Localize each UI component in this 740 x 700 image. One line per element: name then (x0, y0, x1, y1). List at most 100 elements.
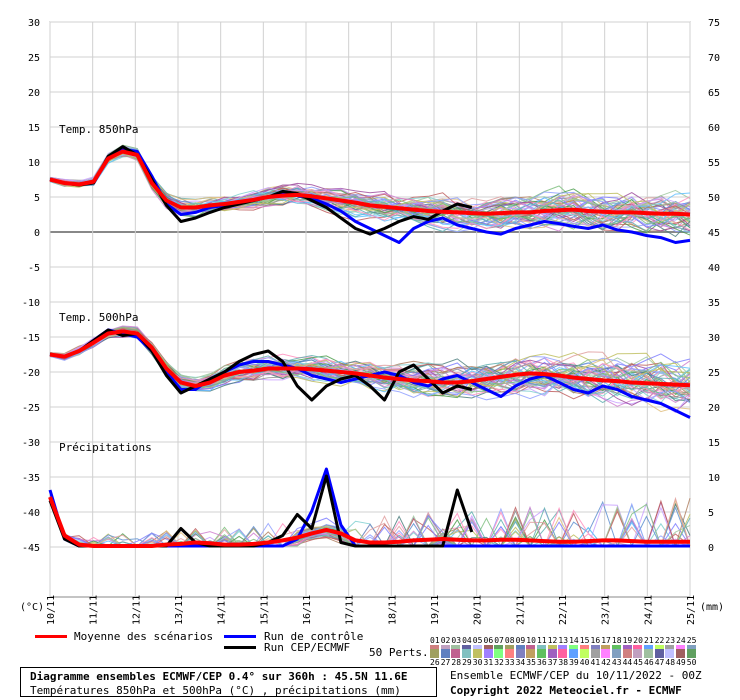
pert-color-swatch (611, 649, 621, 658)
pert-number: 37 (547, 658, 558, 667)
pert-number: 46 (644, 658, 654, 667)
vertical-gridlines (49, 22, 691, 597)
left-axis-ticks: 30 25 20 15 10 5 0 -5 -10 -15 -20 -25 -30 -35 -40 -45 (22, 18, 40, 554)
right-tick-label: 45 (708, 228, 720, 239)
pert-number: 50 (686, 658, 697, 667)
series-line-1-0 (49, 329, 691, 388)
pert-number: 11 (537, 636, 547, 645)
pert-color-swatch (472, 649, 482, 658)
x-tick-label: 21/11 (515, 595, 526, 625)
diagram-subtitle: Températures 850hPa et 500hPa (°C) , pré… (30, 684, 401, 697)
left-tick-label: 30 (28, 18, 40, 29)
legend-mean-swatch (35, 635, 67, 638)
pert-color-swatch (451, 649, 461, 658)
right-tick-label: 15 (708, 438, 720, 449)
x-tick-label: 17/11 (345, 595, 356, 625)
legend-mean-label: Moyenne des scénarios (74, 630, 214, 643)
pert-number: 21 (644, 636, 654, 645)
pert-color-swatch (440, 649, 450, 658)
pert-number: 04 (462, 636, 472, 645)
pert-number: 28 (451, 658, 462, 667)
pert-number: 03 (451, 636, 462, 645)
x-tick-label: 24/11 (643, 595, 654, 625)
left-tick-label: 5 (34, 193, 40, 204)
pert-color-swatch (633, 649, 643, 658)
pert-number: 10 (526, 636, 536, 645)
ensemble-member-line (49, 155, 691, 221)
ensemble-member-line (49, 329, 691, 400)
x-tick-label: 23/11 (601, 595, 612, 625)
pert-color-swatch (676, 649, 686, 658)
x-tick-label: 25/11 (686, 595, 697, 625)
info-box: Diagramme ensembles ECMWF/CEP 0.4° sur 3… (20, 667, 437, 697)
pert-color-swatch (547, 649, 557, 658)
pert-number: 17 (601, 636, 611, 645)
pert-number: 14 (569, 636, 579, 645)
pert-color-swatch (483, 649, 493, 658)
ensemble-member-line (49, 498, 690, 547)
series-line-1-2 (49, 328, 473, 402)
left-tick-label: -45 (22, 543, 40, 554)
left-tick-label: -15 (22, 333, 40, 344)
x-tick-label: 15/11 (259, 595, 270, 625)
pert-color-swatch (601, 649, 611, 658)
right-tick-label: 75 (708, 18, 720, 29)
pert-color-swatch (494, 649, 504, 658)
pert-color-swatch (515, 649, 525, 658)
diagram-title: Diagramme ensembles ECMWF/CEP 0.4° sur 3… (30, 670, 408, 683)
pert-number: 16 (590, 636, 601, 645)
pert-number: 42 (601, 658, 611, 667)
x-tick-label: 20/11 (473, 595, 484, 625)
pert-number: 05 (472, 636, 483, 645)
pert-number: 12 (547, 636, 558, 645)
pert-color-swatch (462, 649, 472, 658)
x-tick-label: 13/11 (174, 595, 185, 625)
pert-number: 35 (526, 658, 536, 667)
legend-control-label: Run de contrôle (264, 630, 364, 643)
right-tick-label: 35 (708, 298, 720, 309)
pert-number: 40 (579, 658, 590, 667)
pert-number: 09 (515, 636, 526, 645)
x-tick-label: 16/11 (302, 595, 313, 625)
pert-number: 44 (622, 658, 633, 667)
pert-color-swatch (558, 649, 568, 658)
right-tick-label: 40 (708, 263, 720, 274)
left-tick-label: 0 (34, 228, 40, 239)
pert-number: 33 (504, 658, 515, 667)
series-line-2-0 (48, 496, 690, 548)
pert-color-swatch (569, 649, 579, 658)
right-tick-label: 5 (708, 508, 714, 519)
pert-color-swatch (526, 649, 536, 658)
pert-color-swatch (622, 649, 632, 658)
pert-color-swatch (686, 649, 696, 658)
left-tick-label: 20 (28, 88, 40, 99)
right-tick-label: 60 (708, 123, 720, 134)
pert-number: 22 (654, 636, 665, 645)
legend-cep-swatch (224, 646, 256, 649)
left-tick-label: -25 (22, 403, 40, 414)
pert-number: 29 (462, 658, 472, 667)
pert-number: 02 (440, 636, 451, 645)
pert-color-swatch (504, 649, 514, 658)
x-tick-label: 11/11 (89, 595, 100, 625)
left-tick-label: -5 (28, 263, 40, 274)
right-tick-label: 10 (708, 473, 720, 484)
pert-color-swatch (644, 649, 653, 658)
panel-label-850: Temp. 850hPa (59, 123, 138, 136)
pert-number: 06 (483, 636, 494, 645)
right-tick-label: 20 (708, 403, 720, 414)
main-series (48, 145, 691, 548)
ensemble-member-line (49, 147, 691, 230)
left-tick-label: -40 (22, 508, 40, 519)
left-tick-label: -20 (22, 368, 40, 379)
left-tick-label: 25 (28, 53, 40, 64)
x-tick-label: 10/11 (46, 595, 57, 625)
pert-number: 48 (665, 658, 676, 667)
pert-number: 25 (686, 636, 697, 645)
pert-number: 20 (633, 636, 643, 645)
right-unit-label: (mm) (700, 602, 724, 613)
right-tick-label: 55 (708, 158, 720, 169)
right-tick-label: 70 (708, 53, 720, 64)
pert-color-swatch (654, 649, 664, 658)
series-line-0-0 (49, 149, 691, 217)
